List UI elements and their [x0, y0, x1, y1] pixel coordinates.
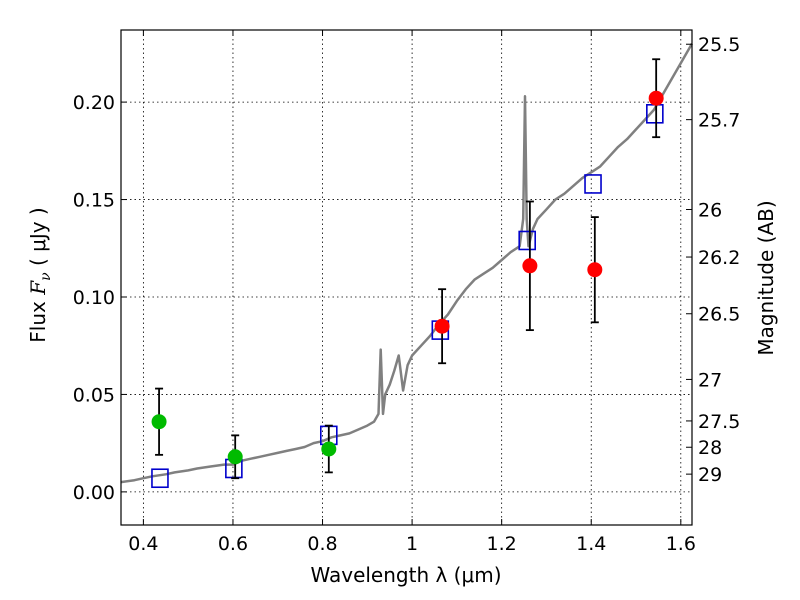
right-tick-label-6: 27.5: [698, 411, 740, 433]
x-tick-label-6: 1.6: [666, 533, 696, 555]
red-point-1: [522, 258, 538, 274]
model-square-0: [151, 468, 169, 489]
right-tick-label-1: 25.7: [698, 110, 740, 132]
red-point-3: [648, 90, 664, 106]
y-tick-label-2: 0.10: [73, 287, 115, 309]
y-axis-ticks: 0.00 0.05 0.10 0.15 0.20: [73, 92, 127, 504]
x-tick-label-2: 0.8: [307, 533, 337, 555]
x-tick-label-1: 0.6: [218, 533, 248, 555]
x-axis-ticks: 0.4 0.6 0.8 1 1.2 1.4 1.6: [128, 30, 696, 555]
right-tick-label-8: 29: [698, 464, 722, 486]
y-axis-label-prefix: Flux: [26, 295, 50, 343]
right-tick-label-7: 28: [698, 437, 722, 459]
model-spectrum-line: [120, 42, 694, 484]
x-tick-label-3: 1: [406, 533, 418, 555]
right-tick-label-4: 26.5: [698, 304, 740, 326]
y-axis-label: Flux Fν ( μJy ): [26, 207, 54, 342]
red-point-0: [434, 318, 450, 334]
plot-frame: [120, 29, 693, 526]
red-point-2: [587, 262, 603, 278]
green-point-2: [321, 441, 337, 457]
model-square-5: [584, 174, 602, 194]
x-tick-label-4: 1.2: [487, 533, 517, 555]
green-point-0: [151, 414, 167, 430]
model-square-4: [518, 230, 536, 251]
right-tick-label-0: 25.5: [698, 34, 740, 56]
right-tick-label-3: 26.2: [698, 247, 740, 269]
right-axis-ticks: 25.5 25.7 26 26.2 26.5 27 27.5 28 29: [686, 34, 740, 486]
right-tick-label-2: 26: [698, 199, 722, 221]
y-tick-label-3: 0.15: [73, 190, 115, 212]
error-bars: [155, 58, 661, 480]
y-tick-label-1: 0.05: [73, 384, 115, 406]
model-photometry-squares: [151, 103, 664, 489]
x-axis-label: Wavelength λ (μm): [310, 563, 501, 587]
green-point-1: [227, 449, 243, 465]
grid: [121, 30, 692, 525]
y-axis-label-suffix: ( μJy ): [26, 207, 50, 272]
y-axis-label-symbol: F: [26, 280, 50, 296]
right-tick-label-5: 27: [698, 369, 722, 391]
observed-points: [151, 90, 664, 465]
right-axis-label: Magnitude (AB): [754, 200, 778, 355]
model-spectrum: [120, 42, 694, 484]
y-axis-label-subscript: ν: [38, 272, 54, 281]
y-tick-label-4: 0.20: [73, 92, 115, 114]
x-tick-label-0: 0.4: [128, 533, 158, 555]
x-tick-label-5: 1.4: [576, 533, 606, 555]
y-tick-label-0: 0.00: [73, 482, 115, 504]
